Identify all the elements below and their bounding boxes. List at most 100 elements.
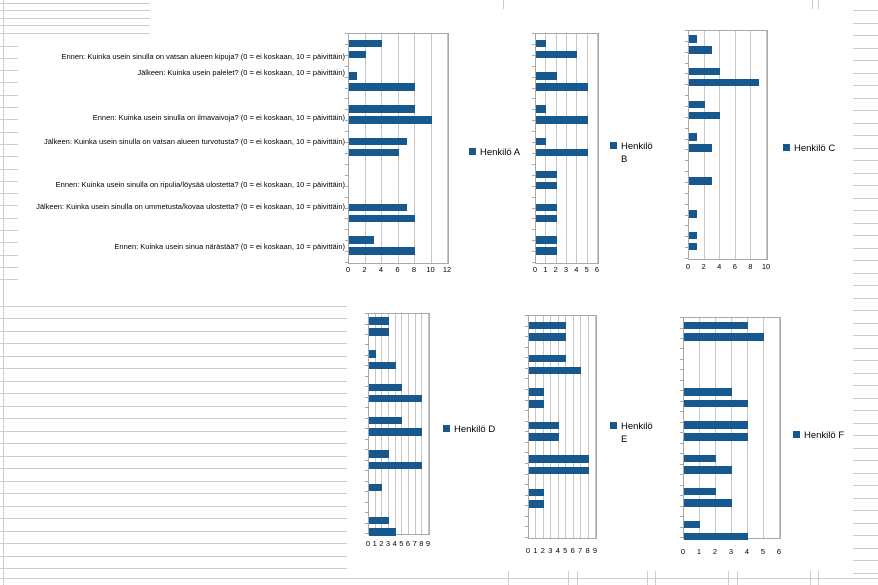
sheet-column-gridline: [647, 571, 648, 585]
sheet-gridline: [0, 168, 18, 170]
sheet-gridline: [853, 447, 878, 449]
x-axis-tick-label: 2: [712, 547, 718, 556]
sheet-gridline: [0, 318, 347, 319]
category-tick: [525, 410, 528, 412]
bar-group2-1: [536, 72, 557, 80]
x-axis-tick-label: 3: [548, 546, 553, 555]
question-row-label: Ennen: Kuinka usein sinulla on ilmavaivo…: [92, 113, 345, 122]
bar-group5-1: [536, 170, 557, 179]
question-row-label: Ennen: Kuinka usein sinulla on vatsan al…: [61, 52, 345, 61]
x-axis-tick-label: 3: [563, 265, 569, 274]
x-axis-tick-label: 4: [574, 265, 579, 274]
category-tick: [345, 207, 348, 209]
sheet-gridline: [853, 35, 878, 36]
bar-group3-2: [349, 116, 432, 124]
sheet-column-gridline: [2, 0, 4, 585]
x-axis-tick-label: 1: [372, 539, 377, 548]
category-tick: [525, 325, 528, 327]
question-row-label: Jälkeen: Kuinka usein palelet? (0 = ei k…: [137, 68, 345, 77]
category-tick: [680, 537, 683, 538]
sheet-gridline: [853, 485, 878, 486]
category-tick: [685, 116, 688, 118]
x-axis-tick-label: 3: [385, 539, 391, 548]
category-tick: [365, 512, 368, 513]
x-axis-tick-label: 7: [578, 546, 583, 555]
category-tick: [365, 407, 368, 409]
category-tick: [345, 142, 348, 143]
category-tick: [365, 313, 368, 314]
category-tick: [365, 480, 368, 482]
value-gridline: [381, 34, 382, 263]
legend-marker-icon: [793, 431, 800, 438]
legend-label: Henkilö E: [621, 420, 653, 446]
category-tick: [532, 87, 535, 89]
value-gridline: [397, 34, 399, 263]
category-tick: [345, 196, 348, 198]
x-axis-tick-label: 10: [426, 265, 435, 274]
category-tick: [685, 138, 688, 140]
bar-group1-1: [536, 39, 547, 47]
x-axis-tick-label: 2: [540, 546, 545, 555]
sheet-gridline: [0, 343, 347, 344]
x-axis-tick-label: 0: [525, 546, 531, 555]
category-tick: [532, 251, 535, 253]
bar-group1-1: [349, 39, 382, 47]
legend-label: Henkilö D: [454, 423, 495, 436]
bar-group4-2: [349, 148, 399, 157]
x-axis-tick-label: 4: [555, 546, 560, 555]
sheet-gridline: [0, 380, 347, 382]
x-axis-tick-label: 8: [585, 546, 590, 555]
sheet-gridline: [0, 230, 18, 231]
category-tick: [685, 247, 688, 249]
category-tick: [685, 214, 688, 216]
bar-group2-2: [349, 83, 415, 91]
sheet-column-gridline: [568, 571, 569, 585]
sheet-gridline: [853, 297, 878, 299]
sheet-gridline: [0, 143, 18, 145]
sheet-gridline: [0, 82, 18, 84]
sheet-gridline: [853, 222, 878, 224]
bar-group7-1: [536, 236, 557, 244]
category-tick: [345, 131, 348, 133]
x-axis-tick-label: 4: [392, 539, 397, 548]
bar-group3-2: [689, 111, 721, 120]
category-tick: [680, 421, 683, 423]
value-gridline: [566, 34, 567, 263]
bar-group1-2: [369, 328, 389, 336]
x-axis-tick-label: 8: [419, 539, 424, 548]
sheet-gridline: [0, 94, 18, 96]
plot-area: [348, 33, 449, 264]
sheet-column-gridline: [655, 571, 656, 585]
sheet-gridline: [0, 355, 347, 357]
bar-group3-2: [369, 394, 423, 403]
sheet-gridline: [853, 385, 878, 386]
legend-label-line: Henkilö: [621, 141, 653, 152]
bar-group1-1: [684, 321, 748, 330]
category-tick: [525, 484, 528, 486]
category-tick: [532, 76, 535, 78]
sheet-gridline: [0, 430, 347, 432]
category-tick: [680, 484, 683, 486]
sheet-gridline: [0, 543, 347, 544]
sheet-gridline: [0, 568, 347, 569]
category-tick: [525, 399, 528, 401]
sheet-gridline: [853, 347, 878, 349]
category-tick: [532, 218, 535, 220]
value-gridline: [580, 316, 582, 538]
category-tick: [685, 236, 688, 238]
bar-group4-2: [684, 433, 748, 441]
value-gridline: [421, 314, 423, 534]
question-row-label: Ennen: Kuinka usein sinua närästää? (0 =…: [114, 242, 345, 251]
sheet-column-gridline: [812, 0, 813, 9]
sheet-gridline: [853, 60, 878, 61]
sheet-gridline: [0, 205, 18, 207]
bar-group6-1: [684, 487, 716, 496]
category-tick: [525, 357, 528, 359]
category-tick: [685, 127, 688, 129]
sheet-gridline: [853, 560, 878, 561]
category-tick: [525, 526, 528, 528]
bar-group4-1: [369, 416, 403, 425]
x-axis-tick-label: 2: [362, 265, 367, 274]
